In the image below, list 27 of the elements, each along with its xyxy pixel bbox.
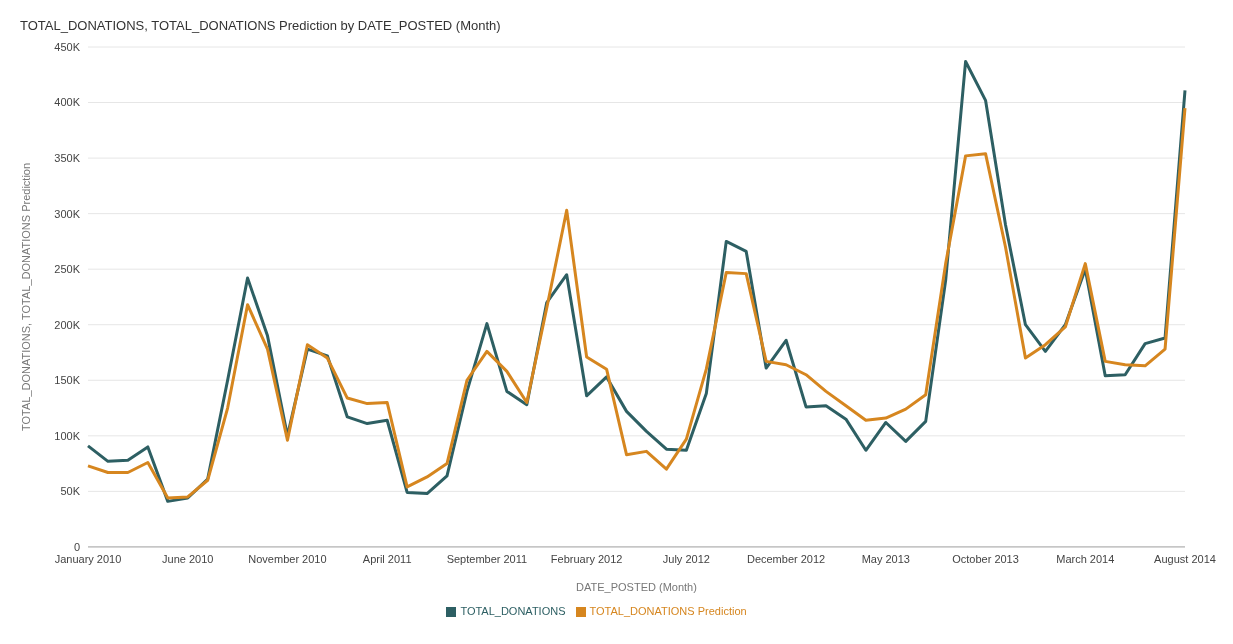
x-tick-label: October 2013 bbox=[952, 552, 1019, 565]
x-tick-label: September 2011 bbox=[446, 552, 528, 565]
x-tick-label: July 2012 bbox=[662, 552, 710, 565]
x-tick-label: August 2014 bbox=[1154, 552, 1216, 565]
y-tick-label: 100K bbox=[54, 429, 81, 442]
x-tick-label: December 2012 bbox=[746, 552, 826, 565]
y-tick-label: 300K bbox=[54, 207, 81, 220]
y-tick-label: 450K bbox=[54, 40, 81, 53]
x-axis-title: DATE_POSTED (Month) bbox=[576, 580, 697, 593]
y-axis-title: TOTAL_DONATIONS, TOTAL_DONATIONS Prediction bbox=[19, 162, 32, 432]
y-tick-label: 400K bbox=[54, 96, 81, 109]
y-tick-label: 200K bbox=[54, 318, 81, 331]
x-tick-label: May 2013 bbox=[861, 552, 910, 565]
y-tick-label: 250K bbox=[54, 263, 81, 276]
x-tick-label: April 2011 bbox=[362, 552, 412, 565]
legend-label: TOTAL_DONATIONS bbox=[460, 604, 566, 617]
x-tick-label: March 2014 bbox=[1056, 552, 1115, 565]
chart-title: TOTAL_DONATIONS, TOTAL_DONATIONS Prediction by DATE_POSTED (Month) bbox=[19, 17, 502, 35]
y-tick-label: 50K bbox=[60, 485, 81, 498]
x-tick-label: January 2010 bbox=[54, 552, 122, 565]
x-tick-label: June 2010 bbox=[162, 552, 214, 565]
y-tick-label: 150K bbox=[54, 374, 81, 387]
x-tick-label: November 2010 bbox=[248, 552, 327, 565]
y-tick-label: 0 bbox=[73, 540, 80, 553]
legend-label: TOTAL_DONATIONS Prediction bbox=[589, 604, 747, 617]
x-tick-label: February 2012 bbox=[550, 552, 623, 565]
y-tick-label: 350K bbox=[54, 152, 81, 164]
